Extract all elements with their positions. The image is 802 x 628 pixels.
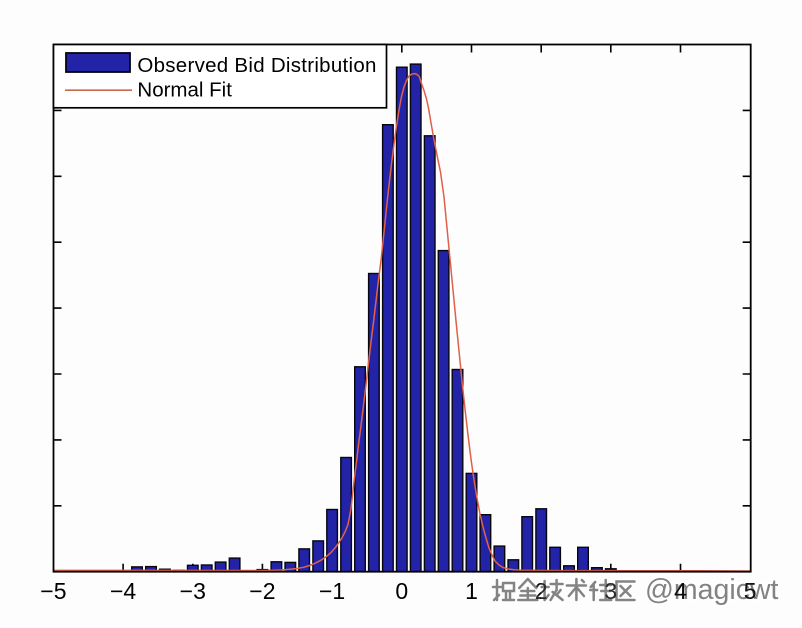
svg-text:−4: −4 [110,578,136,604]
svg-text:@magicwt: @magicwt [645,574,779,606]
svg-text:3: 3 [604,578,617,604]
svg-text:5: 5 [744,578,757,604]
svg-text:−3: −3 [180,578,206,604]
svg-text:2: 2 [535,578,548,604]
svg-text:@magicwt: @magicwt [645,574,779,606]
svg-text:Normal Fit: Normal Fit [137,79,232,102]
svg-text:4: 4 [674,578,687,604]
svg-text:−1: −1 [319,578,345,604]
svg-text:−2: −2 [249,578,275,604]
svg-text:1: 1 [465,578,478,604]
svg-text:4: 4 [674,578,687,604]
svg-text:Observed Bid Distribution: Observed Bid Distribution [137,54,376,77]
svg-text:0: 0 [395,578,408,604]
svg-text:5: 5 [744,578,757,604]
svg-text:−5: −5 [40,578,66,604]
